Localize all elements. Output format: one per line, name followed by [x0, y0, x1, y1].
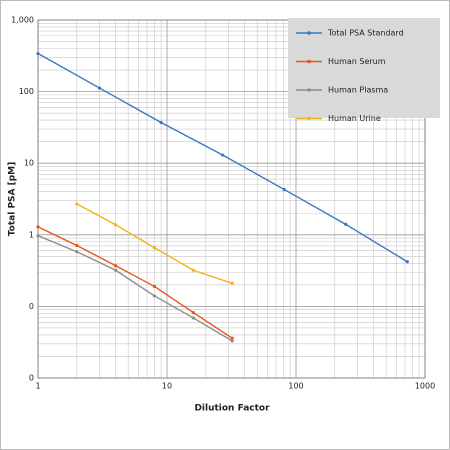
- y-axis-label: Total PSA [pM]: [8, 162, 18, 237]
- point: [36, 225, 40, 229]
- y-tick-label: 0: [29, 302, 34, 311]
- legend-marker: [307, 59, 311, 64]
- point: [230, 336, 234, 340]
- point: [114, 268, 118, 272]
- point: [152, 246, 157, 250]
- point: [152, 284, 157, 289]
- legend-label: Human Serum: [328, 57, 386, 66]
- point: [344, 222, 348, 226]
- point: [97, 86, 102, 90]
- series-line: [37, 226, 233, 339]
- y-tick-label: 1: [29, 230, 34, 239]
- point: [230, 281, 234, 285]
- point: [191, 316, 195, 320]
- y-tick-label: 0: [29, 374, 34, 383]
- point: [230, 339, 234, 343]
- y-tick-label: 10: [24, 159, 34, 168]
- point: [405, 260, 409, 264]
- point: [75, 202, 79, 206]
- legend-label: Human Urine: [328, 114, 381, 123]
- x-tick-label: 10: [162, 382, 172, 391]
- point: [159, 120, 163, 125]
- series-line: [37, 235, 233, 342]
- legend-label: Total PSA Standard: [327, 29, 404, 38]
- legend-marker: [307, 116, 311, 121]
- point: [221, 153, 225, 157]
- point: [114, 223, 118, 227]
- point: [152, 294, 157, 298]
- point: [75, 243, 79, 248]
- x-axis-label: Dilution Factor: [194, 404, 270, 414]
- point: [36, 234, 40, 238]
- point: [282, 187, 286, 192]
- point: [114, 264, 118, 268]
- point: [36, 51, 40, 56]
- legend-label: Human Plasma: [328, 86, 388, 95]
- point: [191, 310, 195, 315]
- legend-marker: [307, 31, 311, 35]
- x-tick-label: 1: [35, 382, 40, 391]
- x-tick-label: 1000: [415, 382, 435, 391]
- y-tick-label: 100: [19, 87, 34, 96]
- plot-border: [37, 19, 426, 379]
- point: [191, 268, 195, 272]
- point: [75, 250, 79, 254]
- y-tick-label: 1,000: [11, 16, 34, 25]
- legend-marker: [307, 88, 311, 92]
- legend-box: [288, 18, 440, 118]
- x-tick-label: 100: [288, 382, 303, 391]
